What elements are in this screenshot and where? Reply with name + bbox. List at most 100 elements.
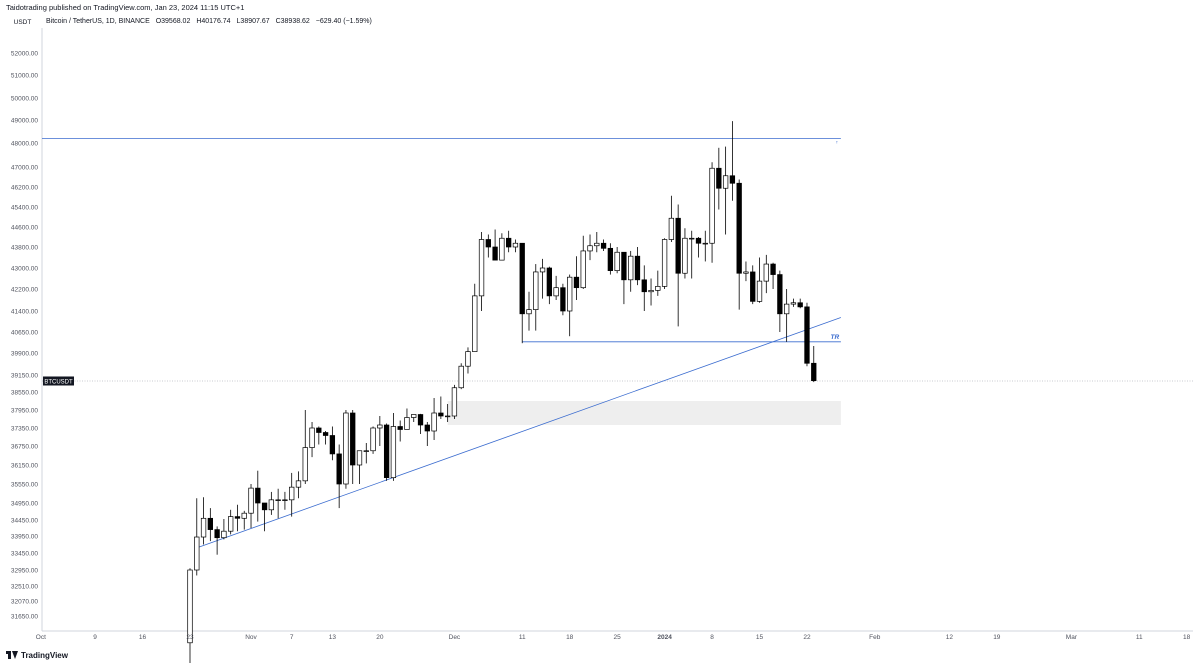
candle-body [248,487,254,514]
candle-body [289,486,295,501]
candle [533,264,539,331]
time-tick-label: 11 [1136,634,1143,641]
candle [451,384,458,419]
candle-body [343,412,349,485]
candle-body [594,242,600,247]
candle [411,414,417,422]
pair-tag[interactable]: USDT [13,18,32,26]
candle [472,283,478,352]
candle-body [512,242,519,248]
candle-body [770,263,776,275]
candle-body [221,530,227,539]
candle-body [499,237,505,261]
candle-body [336,453,342,485]
price-tick-label: 35550.00 [11,482,38,489]
candle-body [695,237,702,244]
candle [600,239,607,251]
candle-body [404,417,410,430]
candle [567,274,573,337]
time-tick-label: 22 [803,634,811,641]
candle [431,398,437,440]
candle-body [261,502,268,511]
price-tick-label: 32950.00 [11,568,38,575]
time-tick-label: 12 [946,634,954,641]
candle-body [228,516,234,532]
candle-body [614,251,620,271]
demand-zone [447,401,841,425]
candle [648,278,654,306]
candle [377,416,383,446]
time-tick-label: 25 [614,634,622,641]
price-tick-label: 40650.00 [11,330,38,337]
tradingview-logo-icon [6,651,18,659]
candle-body [811,362,817,382]
price-tick-label: 38550.00 [11,390,38,397]
candle [722,146,729,235]
candle-body [417,414,424,426]
candle [499,233,505,261]
candle-body [329,435,336,455]
candle-body [736,182,742,274]
time-tick-label: 23 [186,634,194,641]
time-tick-label: 16 [139,634,147,641]
candle-body [370,427,376,452]
candle-body [255,487,261,504]
candle [621,251,627,305]
candle [661,238,668,289]
candle [634,247,641,286]
candle [390,413,397,481]
candle [526,291,532,331]
candle [790,298,797,307]
candle [282,491,288,510]
price-tick-label: 37350.00 [11,426,38,433]
candle [187,568,193,663]
candle-body [309,427,315,448]
candle-body [797,302,803,308]
candle [587,234,593,261]
candle [736,179,742,310]
candle-body [431,412,437,432]
price-tick-label: 36750.00 [11,444,38,451]
price-tick-label: 33450.00 [11,551,38,558]
candle-body [580,250,586,289]
candle [777,270,783,332]
price-tick-label: 34950.00 [11,501,38,508]
time-tick-label: 9 [93,634,97,641]
candle-body [492,246,498,261]
time-tick-label: Oct [36,634,46,641]
price-tick-label: 43000.00 [11,266,38,273]
price-tick-label: 43800.00 [11,245,38,252]
candle-body [533,271,539,310]
candle [811,346,817,383]
candle-body [207,517,213,530]
candle-body [648,290,654,293]
candle-body [628,255,634,281]
price-tick-label: 47000.00 [11,165,38,172]
drawings[interactable]: ꜛ TR [42,137,842,549]
candle [675,204,681,327]
price-tick-label: 31650.00 [11,614,38,621]
price-tick-label: 32510.00 [11,584,38,591]
candle [255,470,261,522]
candle [709,162,715,263]
candle-body [722,175,729,189]
candle [309,422,315,458]
candle-body [539,267,546,273]
candle [261,502,268,532]
price-tick-label: 52000.00 [11,51,38,58]
time-tick-label: 18 [566,634,574,641]
price-tick-label: 42200.00 [11,287,38,294]
candle [546,266,552,305]
symbol-title[interactable]: Bitcoin / TetherUS, 1D, BINANCE [46,18,150,25]
candle [458,363,464,390]
candle-body [377,424,383,429]
candle-body [275,499,281,501]
candle-body [777,274,783,315]
candle-body [322,432,329,436]
candle [438,396,444,419]
candle [607,243,614,275]
candle [275,488,281,519]
candle [573,256,580,300]
candle [560,283,566,316]
